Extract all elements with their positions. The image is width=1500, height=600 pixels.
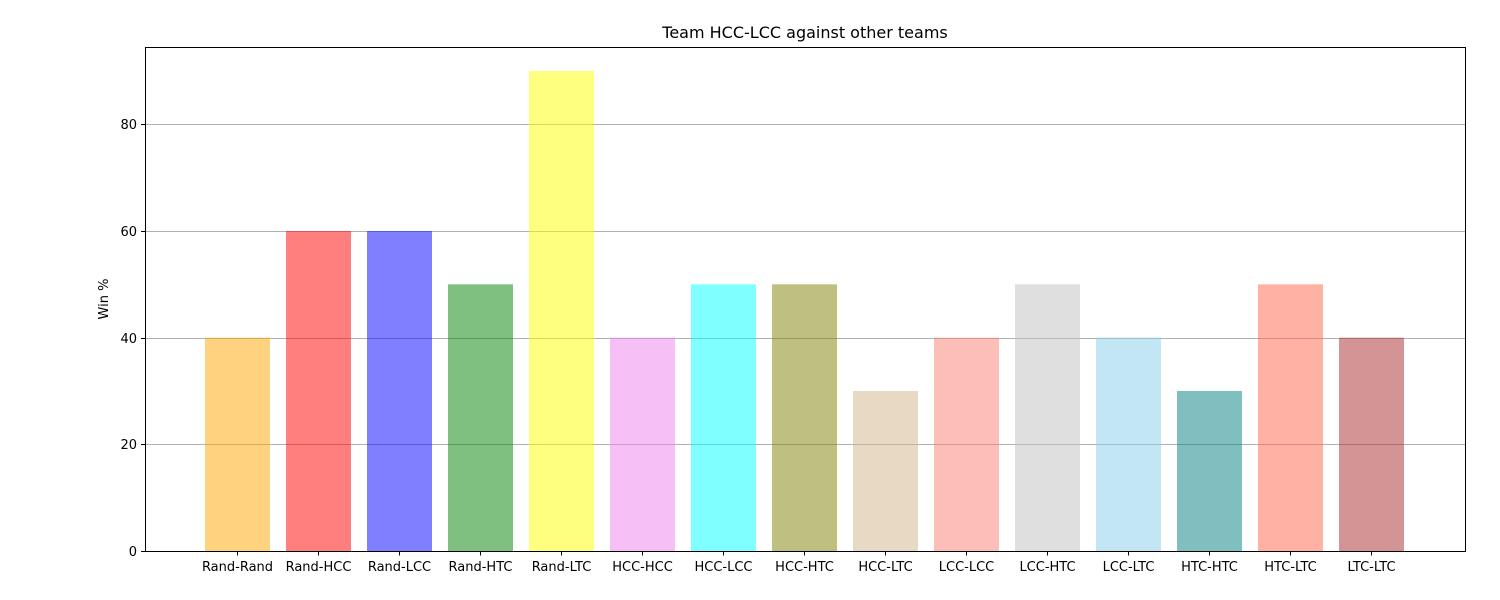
- y-tick-label: 80: [120, 118, 137, 133]
- bar: [1177, 391, 1242, 551]
- y-tick-label: 0: [129, 545, 137, 560]
- bar: [1258, 284, 1323, 551]
- bar: [448, 284, 513, 551]
- bar: [205, 337, 270, 551]
- x-tick-label: Rand-HTC: [449, 560, 513, 575]
- x-tick-label: Rand-Rand: [202, 560, 273, 575]
- x-tick-label: HCC-LCC: [694, 560, 752, 575]
- y-tick-label: 40: [120, 332, 137, 347]
- x-tick-label: Rand-LCC: [368, 560, 431, 575]
- bar: [529, 71, 594, 551]
- x-tick-label: HTC-HTC: [1181, 560, 1238, 575]
- x-tick-label: LCC-LTC: [1103, 560, 1155, 575]
- x-tick-label: Rand-LTC: [532, 560, 592, 575]
- bar: [691, 284, 756, 551]
- y-tick-label: 20: [120, 438, 137, 453]
- x-tick-label: HCC-HCC: [612, 560, 673, 575]
- plot-frame: [145, 47, 1466, 552]
- x-tick-label: HCC-LTC: [858, 560, 912, 575]
- x-axis-ticks: Rand-Rand Rand-HCC Rand-LCC Rand-HTC Rand-LT…: [202, 551, 1396, 575]
- bar: [1096, 337, 1161, 551]
- bar: [772, 284, 837, 551]
- bar: [934, 337, 999, 551]
- bar: [286, 231, 351, 551]
- y-axis-label: Win %: [97, 279, 112, 320]
- bar: [1339, 337, 1404, 551]
- bar: [1015, 284, 1080, 551]
- x-tick-label: LCC-HTC: [1019, 560, 1075, 575]
- bar: [853, 391, 918, 551]
- chart-title: Team HCC-LCC against other teams: [661, 23, 947, 42]
- bars: [205, 71, 1404, 551]
- x-tick-label: Rand-HCC: [286, 560, 352, 575]
- y-axis-ticks: 0 20 40 60 80: [120, 118, 145, 560]
- x-tick-label: LCC-LCC: [939, 560, 995, 575]
- x-tick-label: LTC-LTC: [1347, 560, 1395, 575]
- x-tick-label: HCC-HTC: [775, 560, 834, 575]
- x-tick-label: HTC-LTC: [1264, 560, 1316, 575]
- y-tick-label: 60: [120, 225, 137, 240]
- bar: [610, 337, 675, 551]
- bar: [367, 231, 432, 551]
